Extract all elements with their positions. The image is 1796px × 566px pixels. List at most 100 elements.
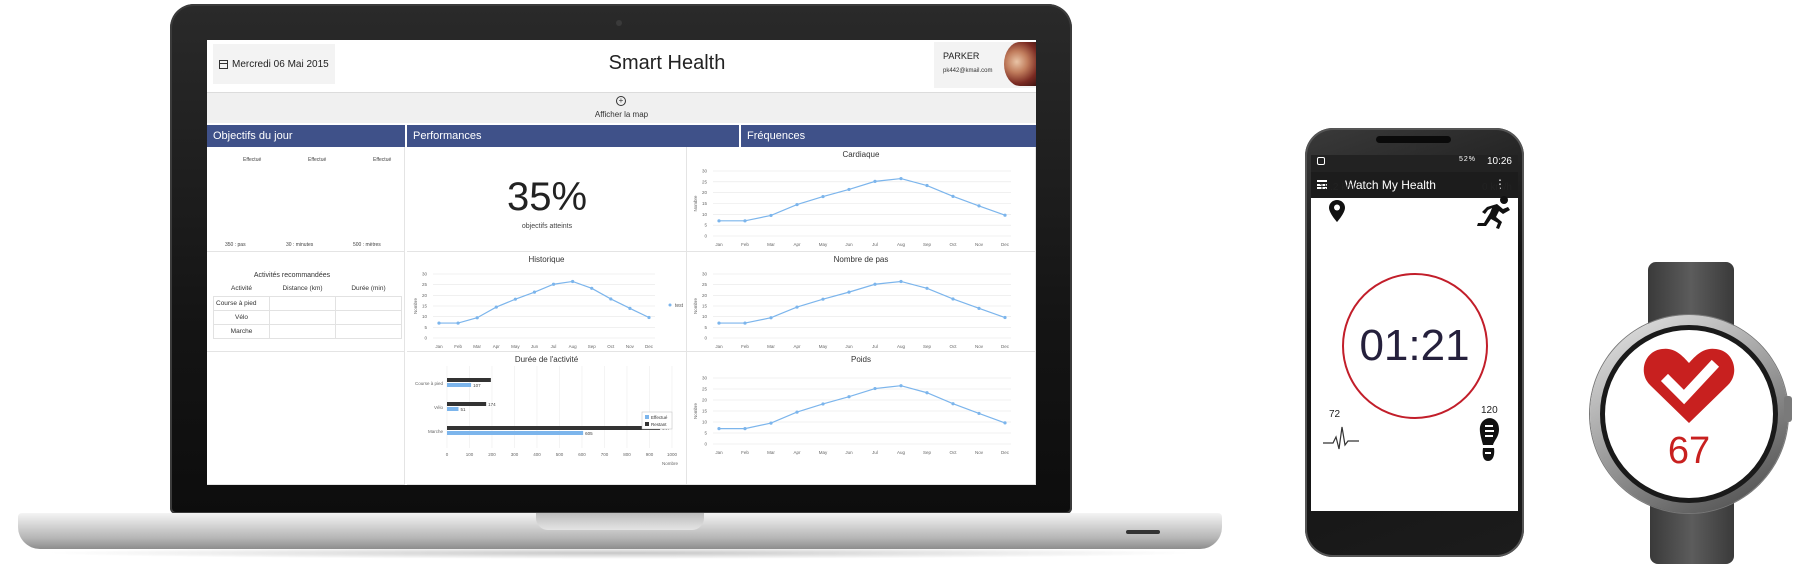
data-point bbox=[925, 286, 929, 290]
x-tick-label: Jun bbox=[845, 344, 853, 349]
x-tick-label: Jul bbox=[872, 450, 878, 455]
x-tick-label: 700 bbox=[601, 452, 609, 457]
y-axis-label: Nombre bbox=[693, 195, 698, 212]
phone-app-title: Watch My Health bbox=[1345, 178, 1436, 192]
distance-cell[interactable] bbox=[269, 323, 336, 339]
row-label: Vélo bbox=[213, 309, 270, 325]
x-tick-label: 800 bbox=[623, 452, 631, 457]
x-tick-label: Feb bbox=[741, 344, 749, 349]
x-tick-label: May bbox=[819, 450, 828, 455]
duration-cell[interactable] bbox=[335, 295, 402, 311]
user-profile[interactable]: PARKER pk442@kmail.com bbox=[934, 42, 1036, 88]
timer-ring[interactable] bbox=[1342, 273, 1488, 419]
poids-chart: 0 5 10 15 20 25 30 Nombre Jan Feb Mar Apr May Jun Jul A… bbox=[693, 376, 1011, 455]
data-point bbox=[437, 321, 441, 325]
watch-crown[interactable] bbox=[1784, 396, 1792, 422]
x-tick-label: Aug bbox=[897, 450, 906, 455]
x-tick-label: Apr bbox=[493, 344, 501, 349]
x-tick-label: Jun bbox=[531, 344, 539, 349]
target-meters: 500 : mètres bbox=[353, 242, 381, 248]
x-tick-label: Dec bbox=[1001, 450, 1010, 455]
y-tick-label: 5 bbox=[704, 325, 707, 330]
x-tick-label: Jan bbox=[435, 344, 443, 349]
y-tick-label: 30 bbox=[422, 272, 428, 277]
series-line bbox=[439, 280, 650, 324]
table-row: Marche bbox=[213, 323, 402, 339]
y-tick-label: 10 bbox=[702, 212, 708, 217]
x-tick-label: 1000 bbox=[667, 452, 678, 457]
duree-title: Durée de l'activité bbox=[514, 355, 579, 364]
y-tick-label: 15 bbox=[422, 304, 428, 309]
data-point bbox=[571, 279, 575, 284]
target-minutes: 30 : minutes bbox=[286, 242, 314, 248]
map-toggle-label[interactable]: Afficher la map bbox=[594, 110, 649, 119]
effectif-label-2: Effectué bbox=[308, 157, 327, 163]
recommended-table: Activité Distance (km) Durée (min) Cours… bbox=[213, 282, 402, 339]
performance-panel: 35% objectifs atteints bbox=[407, 147, 687, 252]
y-tick-label: 30 bbox=[702, 272, 708, 277]
menu-icon[interactable] bbox=[1317, 180, 1327, 189]
duree-panel: Durée de l'activité 0 100 200 300 400 500 600 7… bbox=[407, 352, 687, 485]
notification-icon bbox=[1317, 157, 1325, 165]
data-point bbox=[899, 176, 903, 181]
series-line bbox=[719, 385, 1006, 430]
col-activity: Activité bbox=[213, 282, 270, 297]
row-label: Marche bbox=[213, 323, 270, 339]
phone-camera bbox=[1409, 143, 1417, 151]
data-point bbox=[494, 305, 498, 309]
overflow-menu-icon[interactable]: ⋮ bbox=[1494, 177, 1506, 191]
status-time: 10:26 bbox=[1486, 156, 1512, 167]
x-tick-label: Jul bbox=[551, 344, 557, 349]
data-point bbox=[717, 427, 721, 431]
empty-panel bbox=[207, 352, 405, 485]
laptop-notch bbox=[536, 513, 704, 530]
y-tick-label: 0 bbox=[704, 442, 707, 447]
bar-restant bbox=[447, 426, 661, 430]
x-axis-label: Nombre bbox=[662, 461, 679, 466]
y-tick-label: 0 bbox=[704, 336, 707, 341]
y-tick-label: 25 bbox=[702, 179, 708, 184]
distance-cell[interactable] bbox=[269, 295, 336, 311]
bar-restant bbox=[447, 402, 487, 406]
performance-subtitle: objectifs atteints bbox=[521, 223, 573, 230]
x-tick-label: Nov bbox=[975, 450, 984, 455]
x-tick-label: Apr bbox=[793, 450, 801, 455]
y-tick-label: 25 bbox=[702, 387, 708, 392]
historique-title: Historique bbox=[528, 255, 565, 264]
data-point bbox=[873, 179, 877, 183]
y-tick-label: 10 bbox=[702, 314, 708, 319]
avatar[interactable] bbox=[1004, 42, 1036, 86]
bar-effectue bbox=[447, 383, 472, 387]
x-tick-label: Dec bbox=[645, 344, 654, 349]
data-point bbox=[795, 410, 799, 414]
x-tick-label: 0 bbox=[446, 452, 449, 457]
data-label-effectue: 51 bbox=[460, 407, 466, 412]
y-tick-label: 5 bbox=[704, 431, 707, 436]
legend-box bbox=[641, 411, 673, 430]
duration-cell[interactable] bbox=[335, 323, 402, 339]
x-tick-label: Oct bbox=[949, 344, 957, 349]
data-point bbox=[977, 204, 981, 208]
data-point bbox=[873, 282, 877, 286]
data-point bbox=[743, 219, 747, 223]
timer-display: 01:21 bbox=[1359, 321, 1470, 370]
plus-circle-icon[interactable]: + bbox=[616, 96, 626, 106]
data-point bbox=[951, 297, 955, 301]
map-toggle-bar[interactable]: + Afficher la map bbox=[207, 93, 1036, 123]
data-label-effectue: 605 bbox=[585, 431, 593, 436]
section-performances: Performances bbox=[407, 125, 739, 147]
data-point bbox=[847, 395, 851, 399]
x-tick-label: Nov bbox=[975, 344, 984, 349]
phone-speaker bbox=[1376, 136, 1451, 143]
objectives-panel: Effectué Effectué Effectué 350 : pas 30 … bbox=[207, 147, 405, 252]
legend-label-effectue: Effectué bbox=[651, 415, 668, 420]
distance-cell[interactable] bbox=[269, 309, 336, 325]
duration-cell[interactable] bbox=[335, 309, 402, 325]
data-point bbox=[795, 202, 799, 207]
data-point bbox=[821, 297, 825, 301]
x-tick-label: 200 bbox=[488, 452, 496, 457]
x-tick-label: Nov bbox=[626, 344, 635, 349]
status-bar: 52% 10:26 bbox=[1311, 155, 1518, 172]
y-tick-label: 10 bbox=[702, 420, 708, 425]
bar-effectue bbox=[447, 431, 584, 435]
